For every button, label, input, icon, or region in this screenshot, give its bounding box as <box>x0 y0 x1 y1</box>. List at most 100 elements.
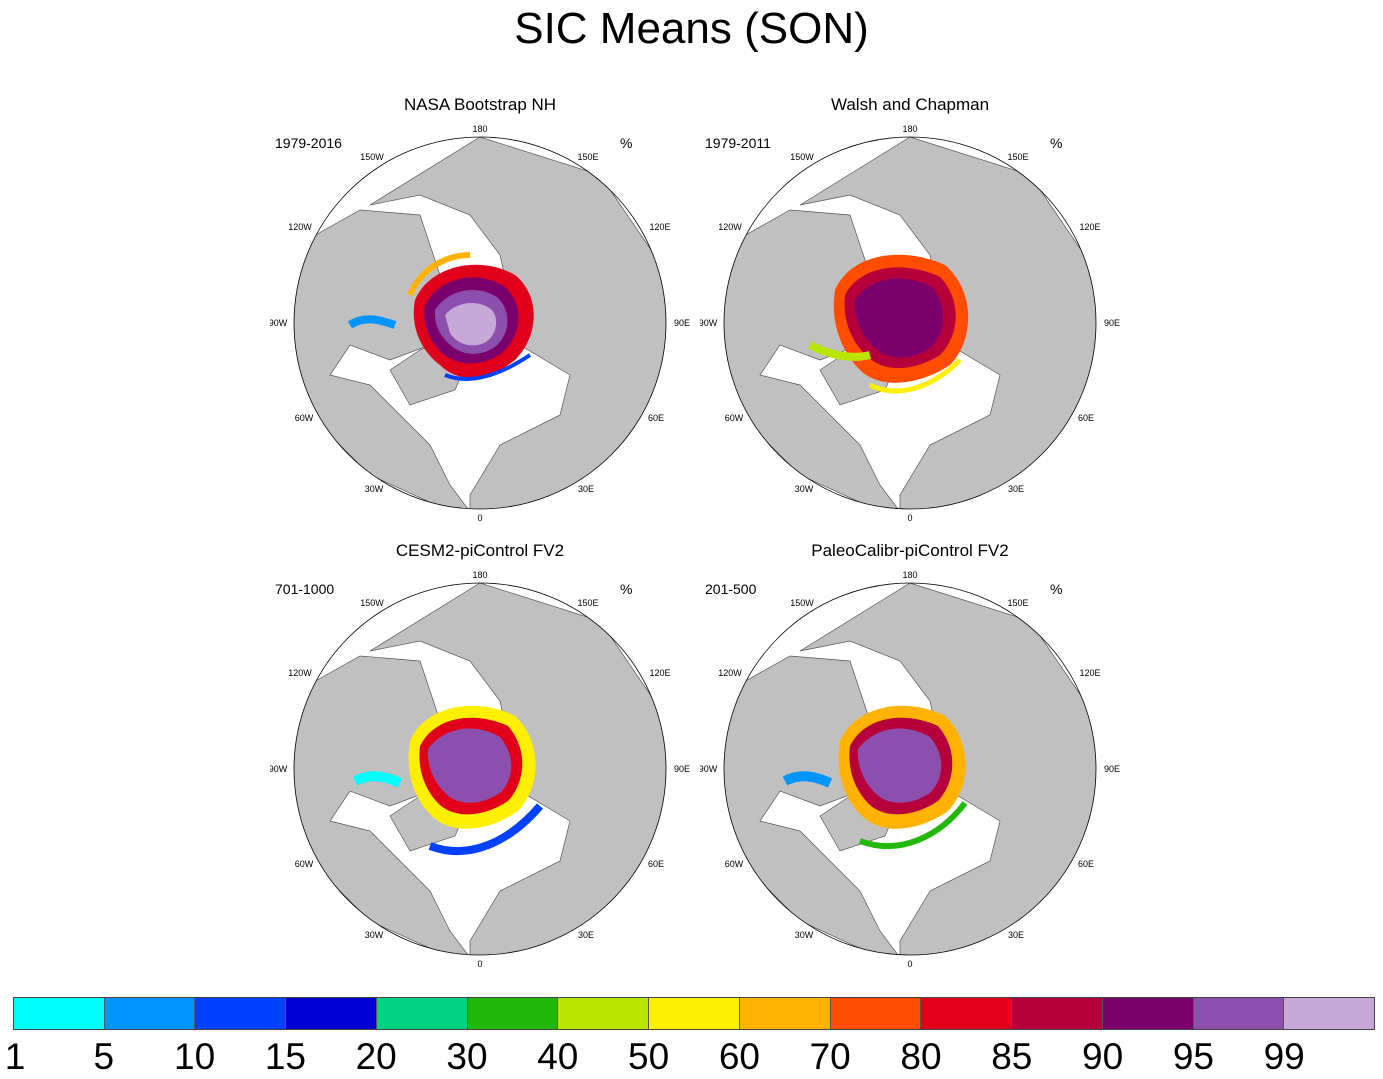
svg-text:30E: 30E <box>578 930 594 940</box>
map-boundary <box>293 582 667 956</box>
svg-text:60W: 60W <box>295 413 314 423</box>
svg-text:0: 0 <box>907 513 912 523</box>
map-boundary <box>293 136 667 510</box>
svg-text:150E: 150E <box>577 152 598 162</box>
svg-text:180: 180 <box>472 124 487 134</box>
colorbar-label: 85 <box>991 1036 1033 1077</box>
longitude-labels: 180 150E 120E 90E 60E 30E 0 30W 60W 90W … <box>700 570 1120 969</box>
svg-text:30W: 30W <box>795 930 814 940</box>
colorbar-box <box>467 998 559 1029</box>
colorbar-label: 20 <box>355 1036 397 1077</box>
colorbar-label: 99 <box>1263 1036 1305 1077</box>
panel-unit: % <box>1050 581 1063 597</box>
colorbar-box <box>286 998 377 1029</box>
svg-text:90W: 90W <box>270 764 288 774</box>
svg-text:90E: 90E <box>674 318 690 328</box>
polar-map: 180 150E 120E 90E 60E 30E 0 30W 60W 90W … <box>270 570 690 969</box>
colorbar-box <box>921 998 1013 1029</box>
svg-text:180: 180 <box>472 570 487 580</box>
map-panel-walsh-chapman: Walsh and Chapman 1979-2011 % 180 150E 1… <box>700 95 1140 535</box>
colorbar-box <box>14 998 105 1029</box>
colorbar <box>13 997 1375 1030</box>
polar-map: 180 150E 120E 90E 60E 30E 0 30W 60W 90W … <box>270 124 690 523</box>
svg-text:120E: 120E <box>649 222 670 232</box>
colorbar-box <box>195 998 287 1029</box>
svg-text:120E: 120E <box>649 668 670 678</box>
svg-text:150W: 150W <box>790 152 814 162</box>
colorbar-labels: 1 5 10 15 20 30 40 50 60 70 80 85 90 95 99 <box>0 1036 1383 1079</box>
longitude-labels: 180 150E 120E 90E 60E 30E 0 30W 60W 90W … <box>270 124 690 523</box>
panel-title: PaleoCalibr-piControl FV2 <box>811 541 1009 560</box>
svg-text:150E: 150E <box>577 598 598 608</box>
panel-unit: % <box>620 135 633 151</box>
svg-text:120W: 120W <box>718 668 742 678</box>
svg-text:180: 180 <box>902 124 917 134</box>
sea-ice <box>347 252 534 381</box>
svg-text:120W: 120W <box>288 668 312 678</box>
svg-text:30W: 30W <box>365 484 384 494</box>
longitude-labels: 180 150E 120E 90E 60E 30E 0 30W 60W 90W … <box>270 570 690 969</box>
panel-period: 201-500 <box>705 581 757 597</box>
longitude-labels: 180 150E 120E 90E 60E 30E 0 30W 60W 90W … <box>700 124 1120 523</box>
colorbar-label: 70 <box>809 1036 851 1077</box>
svg-text:150E: 150E <box>1007 152 1028 162</box>
svg-text:60E: 60E <box>1078 859 1094 869</box>
map-panel-paleocalibr-picontrol: PaleoCalibr-piControl FV2 201-500 % 180 … <box>700 541 1140 981</box>
svg-text:90W: 90W <box>700 318 718 328</box>
panel-period: 1979-2011 <box>705 135 771 151</box>
svg-text:180: 180 <box>902 570 917 580</box>
colorbar-box <box>1012 998 1103 1029</box>
svg-text:120E: 120E <box>1079 222 1100 232</box>
colorbar-label: 15 <box>264 1036 306 1077</box>
svg-text:90E: 90E <box>1104 318 1120 328</box>
svg-text:30E: 30E <box>1008 484 1024 494</box>
panel-title: NASA Bootstrap NH <box>403 95 557 114</box>
map-panel-nasa-bootstrap: NASA Bootstrap NH 1979-2016 % 180 <box>270 95 710 535</box>
svg-text:150W: 150W <box>360 152 384 162</box>
svg-text:60W: 60W <box>725 413 744 423</box>
panel-unit: % <box>1050 135 1063 151</box>
svg-text:30W: 30W <box>795 484 814 494</box>
svg-text:0: 0 <box>477 513 482 523</box>
panel-unit: % <box>620 581 633 597</box>
colorbar-label: 60 <box>718 1036 760 1077</box>
svg-text:60W: 60W <box>295 859 314 869</box>
svg-text:90W: 90W <box>700 764 718 774</box>
colorbar-box <box>558 998 650 1029</box>
svg-text:90E: 90E <box>1104 764 1120 774</box>
colorbar-label: 5 <box>93 1036 115 1077</box>
svg-text:150E: 150E <box>1007 598 1028 608</box>
svg-text:150W: 150W <box>360 598 384 608</box>
colorbar-box <box>830 998 922 1029</box>
svg-text:0: 0 <box>477 959 482 969</box>
svg-text:30E: 30E <box>578 484 594 494</box>
colorbar-label: 30 <box>446 1036 488 1077</box>
svg-text:0: 0 <box>907 959 912 969</box>
colorbar-label: 10 <box>174 1036 216 1077</box>
colorbar-box <box>739 998 831 1029</box>
panel-period: 701-1000 <box>275 581 335 597</box>
sea-ice <box>808 254 969 394</box>
panel-period: 1979-2016 <box>275 135 342 151</box>
map-panel-cesm2-picontrol: CESM2-piControl FV2 701-1000 % 180 150E … <box>270 541 710 981</box>
panel-title: CESM2-piControl FV2 <box>395 541 565 560</box>
svg-text:60E: 60E <box>1078 413 1094 423</box>
svg-text:90E: 90E <box>674 764 690 774</box>
svg-text:30E: 30E <box>1008 930 1024 940</box>
colorbar-label: 80 <box>900 1036 942 1077</box>
colorbar-label: 95 <box>1172 1036 1214 1077</box>
svg-text:30W: 30W <box>365 930 384 940</box>
svg-text:90W: 90W <box>270 318 288 328</box>
svg-text:120W: 120W <box>718 222 742 232</box>
svg-text:150W: 150W <box>790 598 814 608</box>
map-boundary <box>723 136 1097 510</box>
colorbar-box <box>104 998 196 1029</box>
polar-map: 180 150E 120E 90E 60E 30E 0 30W 60W 90W … <box>700 124 1120 523</box>
sea-ice <box>352 705 544 855</box>
colorbar-label: 40 <box>537 1036 579 1077</box>
colorbar-box <box>1193 998 1285 1029</box>
svg-text:60W: 60W <box>725 859 744 869</box>
svg-text:60E: 60E <box>648 413 664 423</box>
svg-text:120W: 120W <box>288 222 312 232</box>
svg-text:120E: 120E <box>1079 668 1100 678</box>
